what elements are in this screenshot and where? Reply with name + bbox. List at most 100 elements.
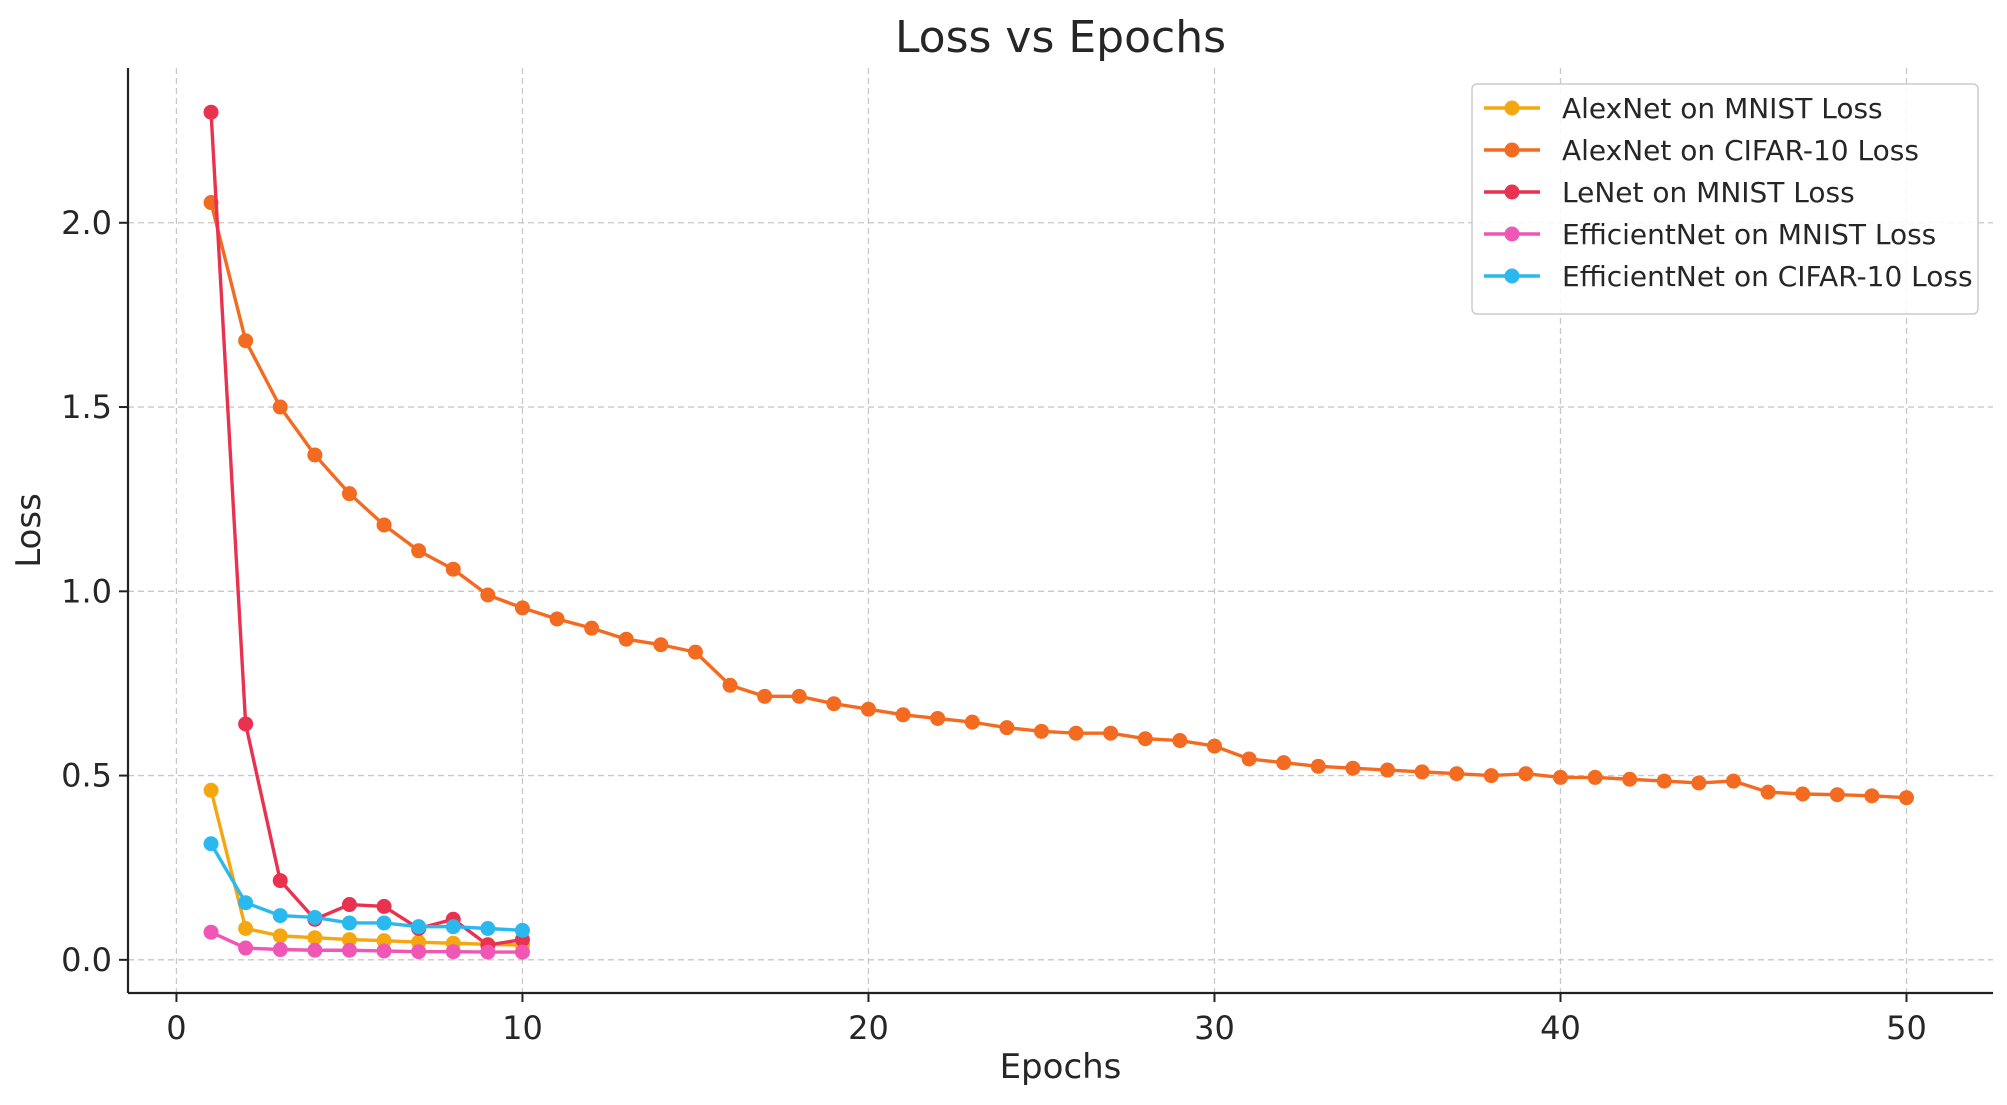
data-point (1137, 731, 1153, 747)
y-axis-label: Loss (9, 493, 49, 568)
data-point (238, 333, 254, 349)
data-point (1587, 769, 1603, 785)
data-point (1103, 725, 1119, 741)
x-axis-label: Epochs (1000, 1047, 1122, 1087)
data-point (445, 919, 461, 935)
data-point (826, 696, 842, 712)
legend-item: LeNet on MNIST Loss (1484, 176, 1855, 209)
data-point (203, 782, 219, 798)
data-point (307, 909, 323, 925)
y-tick-label: 0.0 (61, 941, 112, 979)
data-point (791, 688, 807, 704)
data-point (1379, 762, 1395, 778)
data-point (238, 921, 254, 937)
legend-marker (1504, 142, 1520, 158)
legend-box (1471, 83, 1979, 315)
data-point (376, 943, 392, 959)
data-point (1691, 775, 1707, 791)
x-tick-label: 50 (1886, 1009, 1927, 1047)
data-point (1622, 771, 1638, 787)
legend-label: EfficientNet on CIFAR-10 Loss (1562, 260, 1973, 293)
data-point (1795, 786, 1811, 802)
x-tick-label: 30 (1194, 1009, 1235, 1047)
x-tick-label: 40 (1540, 1009, 1581, 1047)
data-point (860, 701, 876, 717)
data-point (1552, 769, 1568, 785)
data-point (1518, 766, 1534, 782)
data-point (341, 942, 357, 958)
data-point (307, 447, 323, 463)
data-point (1206, 738, 1222, 754)
data-point (1864, 788, 1880, 804)
data-point (757, 688, 773, 704)
y-tick-label: 1.0 (61, 572, 112, 610)
data-point (411, 543, 427, 559)
data-point (653, 637, 669, 653)
series-line (209, 842, 525, 933)
data-point (238, 940, 254, 956)
legend-marker (1504, 226, 1520, 242)
data-point (1483, 768, 1499, 784)
data-point (272, 942, 288, 958)
data-point (480, 921, 496, 937)
data-point (238, 895, 254, 911)
data-point (1449, 766, 1465, 782)
data-point (480, 944, 496, 960)
series-efficientnet-on-cifar-10-loss (203, 836, 530, 938)
data-point (549, 611, 565, 627)
legend: AlexNet on MNIST Loss AlexNet on CIFAR-10… (1471, 83, 1979, 315)
legend-item: AlexNet on CIFAR-10 Loss (1484, 134, 1919, 167)
data-point (1310, 758, 1326, 774)
legend-label: AlexNet on MNIST Loss (1562, 92, 1883, 125)
legend-label: EfficientNet on MNIST Loss (1562, 218, 1936, 251)
series-line (209, 110, 525, 947)
series-line (209, 930, 525, 954)
legend-item: EfficientNet on CIFAR-10 Loss (1484, 260, 1973, 293)
data-point (895, 707, 911, 723)
data-point (584, 620, 600, 636)
legend-label: AlexNet on CIFAR-10 Loss (1562, 134, 1919, 167)
data-point (1276, 755, 1292, 771)
data-point (1172, 733, 1188, 749)
data-point (376, 517, 392, 533)
data-point (1033, 723, 1049, 739)
data-point (480, 587, 496, 603)
data-point (376, 915, 392, 931)
data-point (1829, 787, 1845, 803)
data-point (514, 600, 530, 616)
data-point (341, 915, 357, 931)
data-point (203, 104, 219, 120)
data-point (1656, 773, 1672, 789)
data-point (514, 944, 530, 960)
legend-marker (1504, 184, 1520, 200)
data-point (1725, 773, 1741, 789)
data-point (930, 710, 946, 726)
data-point (238, 716, 254, 732)
data-point (341, 486, 357, 502)
data-point (307, 942, 323, 958)
data-point (341, 897, 357, 913)
data-point (1760, 784, 1776, 800)
data-point (964, 714, 980, 730)
x-tick-label: 20 (848, 1009, 889, 1047)
legend-item: EfficientNet on MNIST Loss (1484, 218, 1936, 251)
data-point (687, 644, 703, 660)
data-point (376, 933, 392, 949)
data-point (618, 631, 634, 647)
data-point (376, 898, 392, 914)
data-point (999, 720, 1015, 736)
data-point (1241, 751, 1257, 767)
legend-item: AlexNet on MNIST Loss (1484, 92, 1883, 125)
series-line (209, 788, 525, 947)
series-lenet-on-mnist-loss (203, 104, 530, 953)
legend-label: LeNet on MNIST Loss (1562, 176, 1855, 209)
legend-marker (1504, 268, 1520, 284)
data-point (1898, 790, 1914, 806)
data-point (1345, 760, 1361, 776)
y-tick-label: 0.5 (61, 757, 112, 795)
data-point (445, 944, 461, 960)
data-point (411, 919, 427, 935)
data-point (411, 944, 427, 960)
data-point (514, 922, 530, 938)
